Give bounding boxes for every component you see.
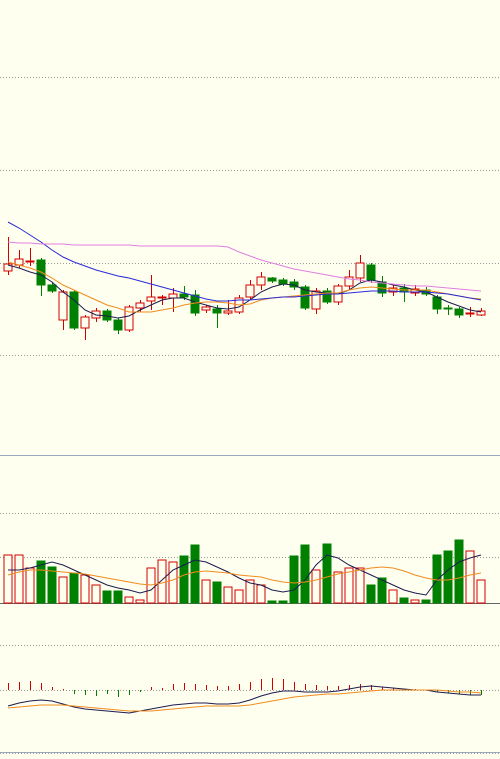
volume-bar	[113, 590, 123, 604]
volume-bar	[91, 584, 101, 604]
candle-body	[355, 262, 365, 279]
volume-bar	[25, 567, 35, 604]
volume-bar	[80, 574, 90, 604]
candle-body	[443, 307, 453, 310]
volume-bar	[443, 550, 453, 604]
candle-body	[223, 310, 233, 314]
candle-body	[80, 316, 90, 329]
candle-body	[58, 291, 68, 321]
volume-bar	[377, 577, 387, 604]
candle-body	[267, 277, 277, 282]
volume-bar	[201, 579, 211, 604]
volume-bar	[47, 566, 57, 604]
volume-bar	[476, 579, 486, 604]
candle-body	[135, 302, 145, 309]
candle-body	[366, 264, 376, 281]
candle-body	[168, 293, 178, 299]
indicator-line	[8, 554, 482, 596]
candle-body	[454, 308, 464, 316]
volume-bar	[58, 576, 68, 604]
indicator-line	[7, 689, 482, 712]
volume-bar	[289, 555, 299, 604]
volume-bar	[388, 589, 398, 604]
volume-bar	[157, 559, 167, 604]
candle-body	[146, 296, 156, 302]
candle-body	[179, 293, 189, 298]
candle-body	[3, 263, 13, 272]
volume-bar	[179, 555, 189, 604]
volume-bar	[190, 544, 200, 604]
candle-body	[300, 286, 310, 309]
indicator-line	[7, 685, 481, 714]
volume-bar	[344, 567, 354, 604]
volume-bar	[36, 560, 46, 604]
volume-bar	[366, 584, 376, 604]
candle-body	[124, 306, 134, 331]
volume-bar	[278, 600, 288, 604]
volume-bar	[454, 539, 464, 604]
volume-bar	[267, 600, 277, 604]
volume-bar	[333, 571, 343, 604]
candle-body	[69, 291, 79, 329]
volume-bar	[234, 589, 244, 604]
indicator-line	[7, 264, 482, 319]
volume-bar	[3, 554, 13, 604]
volume-bar	[168, 561, 178, 604]
volume-bar	[135, 599, 145, 604]
volume-bar	[14, 554, 24, 604]
volume-bar	[256, 584, 266, 604]
indicator-line	[7, 241, 482, 292]
volume-bar	[223, 586, 233, 604]
candle-body	[256, 276, 266, 286]
volume-bar	[410, 599, 420, 604]
volume-bar	[311, 569, 321, 604]
indicator-line	[7, 261, 482, 313]
candle-body	[157, 296, 167, 299]
volume-bar	[322, 543, 332, 604]
candle-body	[113, 319, 123, 331]
candle-body	[476, 310, 486, 316]
indicator-line	[7, 566, 482, 586]
candle-body	[311, 290, 321, 310]
candle-body	[212, 308, 222, 314]
candle-body	[245, 284, 255, 298]
candle-body	[278, 279, 288, 285]
volume-bar	[69, 572, 79, 604]
candle-body	[344, 276, 354, 287]
volume-bar	[124, 596, 134, 604]
indicator-line	[7, 221, 482, 302]
volume-bar	[465, 550, 475, 604]
volume-bar	[102, 590, 112, 604]
volume-bar	[245, 579, 255, 604]
volume-bar	[399, 597, 409, 604]
candle-body	[322, 290, 332, 303]
candle-body	[465, 312, 475, 315]
candle-body	[388, 287, 398, 293]
volume-bar	[421, 599, 431, 604]
volume-bar	[212, 581, 222, 604]
candle-body	[201, 306, 211, 311]
volume-bar	[300, 544, 310, 604]
volume-bar	[355, 567, 365, 604]
candle-body	[47, 284, 57, 292]
candle-body	[25, 260, 35, 263]
